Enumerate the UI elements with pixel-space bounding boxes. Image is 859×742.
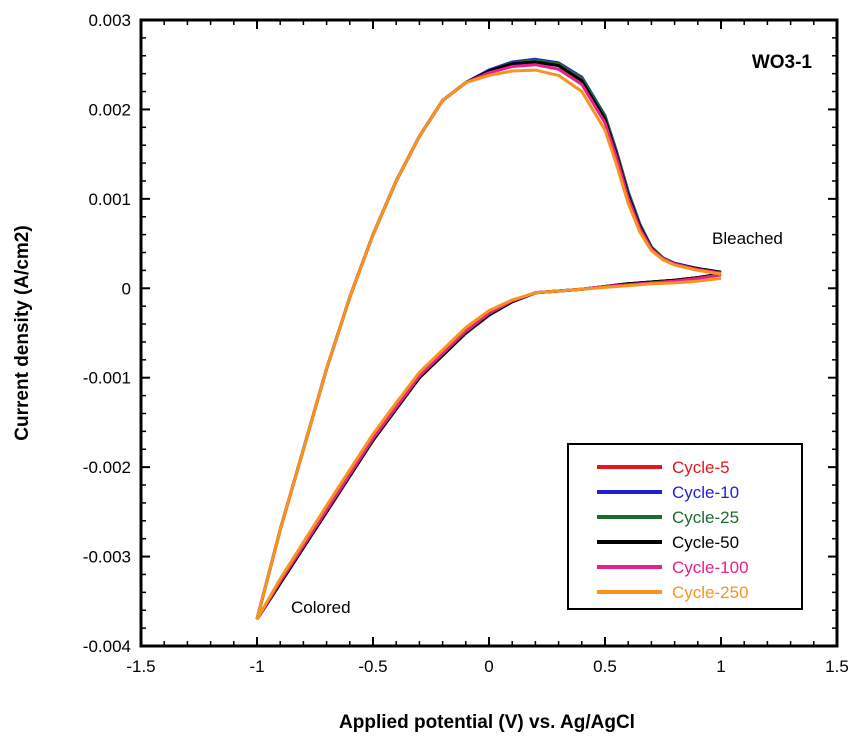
y-tick-label: -0.004 <box>83 637 131 656</box>
legend-label: Cycle-250 <box>672 583 749 602</box>
legend-box <box>567 443 803 610</box>
annotation-bleached: Bleached <box>712 229 783 248</box>
legend-label: Cycle-50 <box>672 533 739 552</box>
y-tick-label: -0.002 <box>83 458 131 477</box>
series-cycle-250 <box>255 68 722 620</box>
chart-title: WO3-1 <box>752 52 813 73</box>
legend-label: Cycle-25 <box>672 508 739 527</box>
x-tick-label: 1.5 <box>825 657 849 676</box>
ticks-layer: -1.5 -1 -0.5 0 0.5 1 1.5 -0.004 -0.003 -0.002 -0.0… <box>83 11 849 676</box>
x-axis-title: Applied potential (V) vs. Ag/AgCl <box>339 712 635 733</box>
y-tick-label: -0.003 <box>83 548 131 567</box>
y-tick-label: 0.001 <box>88 190 131 209</box>
x-tick-label: 0.5 <box>593 657 617 676</box>
x-tick-label: -0.5 <box>358 657 387 676</box>
y-tick-label: 0.002 <box>88 100 131 119</box>
legend-label: Cycle-100 <box>672 558 749 577</box>
x-tick-label: 0 <box>484 657 493 676</box>
x-tick-label: 1 <box>716 657 725 676</box>
legend-label: Cycle-10 <box>672 483 739 502</box>
y-axis-title: Current density (A/cm2) <box>12 225 33 440</box>
y-tick-label: 0.003 <box>88 11 131 30</box>
x-tick-label: -1 <box>249 657 264 676</box>
y-tick-label: -0.001 <box>83 369 131 388</box>
legend-label: Cycle-5 <box>672 458 730 477</box>
legend-items: Cycle-5 Cycle-10 Cycle-25 Cycle-50 Cycle-100… <box>597 458 749 602</box>
series-layer <box>255 57 722 621</box>
y-tick-label: 0 <box>122 279 131 298</box>
x-tick-label: -1.5 <box>126 657 155 676</box>
series-line-anodic <box>255 68 722 620</box>
legend: Cycle-5 Cycle-10 Cycle-25 Cycle-50 Cycle-100… <box>567 443 803 610</box>
annotation-colored: Colored <box>291 598 351 617</box>
series-line-cathodic <box>255 276 722 620</box>
